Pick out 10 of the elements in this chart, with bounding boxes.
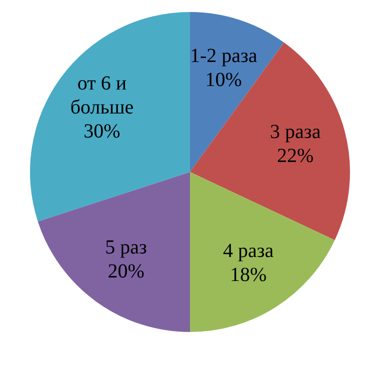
data-label: 20%: [108, 260, 144, 282]
data-label: 22%: [277, 145, 314, 168]
slice-label: 3 раза: [270, 121, 321, 144]
data-label: 18%: [230, 264, 267, 286]
slice-label: от 6 и больше: [70, 72, 134, 118]
slice-label: 5 раз: [105, 236, 148, 258]
slice-label: 1-2 раза: [190, 44, 258, 67]
data-label: 30%: [84, 120, 120, 142]
slice-label: 4 раза: [222, 240, 274, 262]
data-label: 10%: [205, 68, 242, 91]
